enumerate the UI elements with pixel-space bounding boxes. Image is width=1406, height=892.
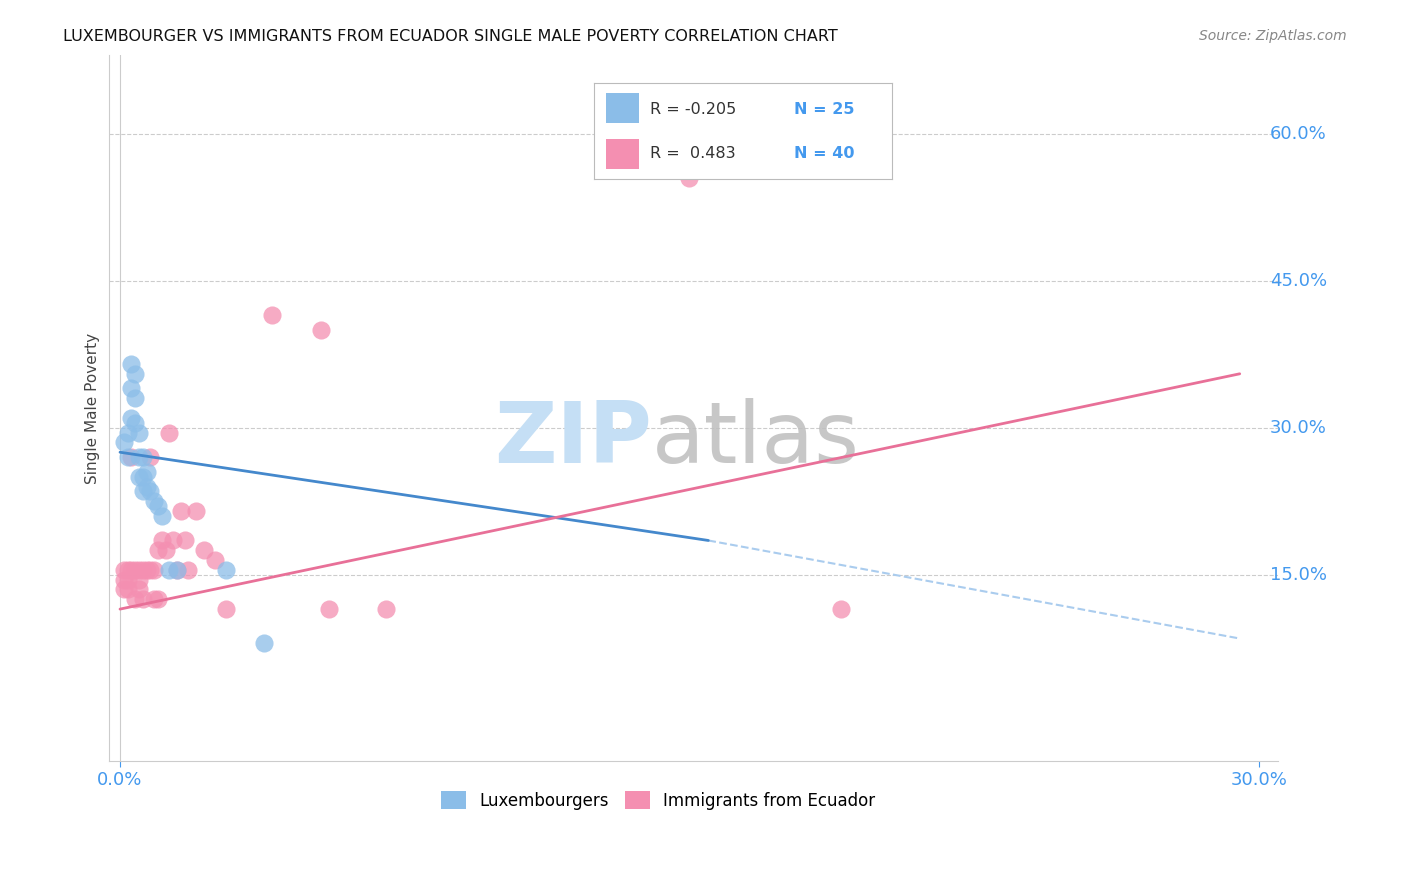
Point xyxy=(166,563,188,577)
Point xyxy=(135,563,157,577)
Point xyxy=(177,563,200,577)
Point xyxy=(128,573,150,587)
Point xyxy=(139,484,162,499)
Point xyxy=(117,582,139,597)
Legend: Luxembourgers, Immigrants from Ecuador: Luxembourgers, Immigrants from Ecuador xyxy=(434,785,882,816)
Point xyxy=(309,323,332,337)
Text: Source: ZipAtlas.com: Source: ZipAtlas.com xyxy=(1199,29,1347,44)
Point xyxy=(184,504,207,518)
Point xyxy=(128,582,150,597)
Point xyxy=(120,411,142,425)
Point xyxy=(117,563,139,577)
Point xyxy=(135,465,157,479)
Point xyxy=(112,563,135,577)
Point xyxy=(146,543,169,558)
Point xyxy=(143,592,166,607)
Point xyxy=(112,573,135,587)
Point xyxy=(143,494,166,508)
Point xyxy=(139,563,162,577)
Point xyxy=(124,392,146,406)
Point xyxy=(117,450,139,464)
Point xyxy=(124,367,146,381)
Text: LUXEMBOURGER VS IMMIGRANTS FROM ECUADOR SINGLE MALE POVERTY CORRELATION CHART: LUXEMBOURGER VS IMMIGRANTS FROM ECUADOR … xyxy=(63,29,838,45)
Point xyxy=(124,563,146,577)
Point xyxy=(132,563,155,577)
Point xyxy=(112,435,135,450)
Point xyxy=(132,469,155,483)
Point xyxy=(150,533,173,548)
Point xyxy=(173,533,195,548)
Point xyxy=(132,592,155,607)
Point xyxy=(260,308,283,322)
Point xyxy=(162,533,184,548)
Point xyxy=(132,450,155,464)
Point xyxy=(120,357,142,371)
Point xyxy=(150,508,173,523)
Point xyxy=(157,563,180,577)
Point xyxy=(139,450,162,464)
Point xyxy=(157,425,180,440)
Text: atlas: atlas xyxy=(652,399,860,482)
Point xyxy=(155,543,177,558)
Point xyxy=(120,450,142,464)
Point xyxy=(128,425,150,440)
Point xyxy=(132,484,155,499)
Point xyxy=(128,450,150,464)
Point xyxy=(253,636,276,650)
Point xyxy=(146,499,169,513)
Point xyxy=(128,563,150,577)
Point xyxy=(318,602,340,616)
Point xyxy=(830,602,852,616)
Point xyxy=(204,553,226,567)
Point xyxy=(112,582,135,597)
Point xyxy=(120,563,142,577)
Point xyxy=(193,543,215,558)
Point xyxy=(124,416,146,430)
Point xyxy=(143,563,166,577)
Point xyxy=(215,563,238,577)
Point xyxy=(374,602,396,616)
Text: 15.0%: 15.0% xyxy=(1270,566,1327,583)
Y-axis label: Single Male Poverty: Single Male Poverty xyxy=(86,333,100,483)
Text: 45.0%: 45.0% xyxy=(1270,272,1327,290)
Point xyxy=(678,170,700,185)
Point xyxy=(146,592,169,607)
Text: 60.0%: 60.0% xyxy=(1270,125,1327,143)
Point xyxy=(117,573,139,587)
Point xyxy=(135,479,157,493)
Point xyxy=(170,504,193,518)
Point xyxy=(215,602,238,616)
Text: ZIP: ZIP xyxy=(495,399,652,482)
Point xyxy=(117,425,139,440)
Point xyxy=(166,563,188,577)
Text: 30.0%: 30.0% xyxy=(1270,418,1327,437)
Point xyxy=(128,469,150,483)
Point xyxy=(120,382,142,396)
Point xyxy=(124,592,146,607)
